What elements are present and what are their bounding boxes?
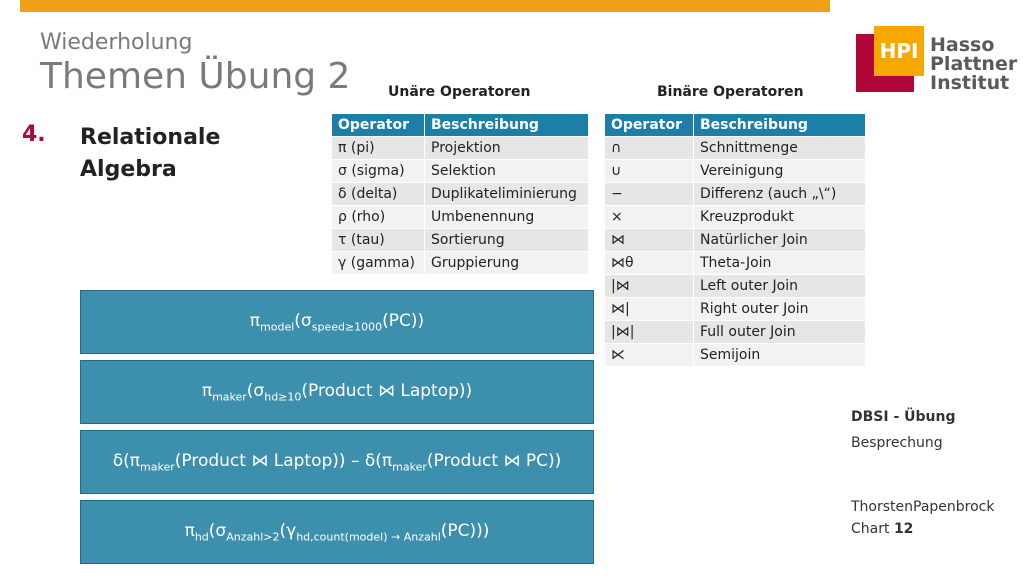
column-header-operator: Operator [604,113,694,137]
section-number: 4. [22,122,46,147]
unary-operators-table: Operator Beschreibung π (pi) Projektion σ… [331,113,589,275]
table-row: |⋈| Full outer Join [604,320,866,344]
table-row: ⋉ Semijoin [604,343,866,367]
table-row: ⋈ Natürlicher Join [604,228,866,252]
formula-box-1: πmodel(σspeed≥1000(PC)) [80,290,594,354]
author-label: ThorstenPapenbrock [851,499,995,515]
formula-box-2: πmaker(σhd≥10(Product ⋈ Laptop)) [80,360,594,424]
logo-hpi-text: HPI [879,39,919,63]
table-row: δ (delta) Duplikateliminierung [331,182,589,206]
course-label: DBSI - Übung [851,409,956,425]
formula-text: πmaker(σhd≥10(Product ⋈ Laptop)) [201,380,473,404]
binary-operators-table: Operator Beschreibung ∩ Schnittmenge ∪ Ver… [604,113,866,367]
table-row: π (pi) Projektion [331,136,589,160]
table-row: ρ (rho) Umbenennung [331,205,589,229]
logo-orange-square [874,26,924,76]
slide-subtitle: Wiederholung [40,30,193,55]
formula-text: πmodel(σspeed≥1000(PC)) [249,310,425,334]
hpi-logo: HPI Hasso Plattner Institut [856,26,1018,102]
table-row: × Kreuzprodukt [604,205,866,229]
formula-text: δ(πmaker(Product ⋈ Laptop)) – δ(πmaker(P… [112,450,562,474]
top-accent-bar [20,0,830,12]
table-row: |⋈ Left outer Join [604,274,866,298]
column-header-description: Beschreibung [693,113,866,137]
section-title: Relationale Algebra [80,125,221,182]
unary-table-heading: Unäre Operatoren [388,84,531,100]
slide-title: Themen Übung 2 [40,56,351,97]
formula-box-4: πhd(σAnzahl>2(γhd,count(model) → Anzahl(… [80,500,594,564]
table-row: τ (tau) Sortierung [331,228,589,252]
formula-text: πhd(σAnzahl>2(γhd,count(model) → Anzahl(… [184,520,490,544]
table-row: ∩ Schnittmenge [604,136,866,160]
table-row: ⋈| Right outer Join [604,297,866,321]
slide-type-label: Besprechung [851,435,943,451]
table-row: ⋈θ Theta-Join [604,251,866,275]
table-row: ∪ Vereinigung [604,159,866,183]
table-row: γ (gamma) Gruppierung [331,251,589,275]
column-header-description: Beschreibung [424,113,589,137]
table-row: σ (sigma) Selektion [331,159,589,183]
chart-number-label: Chart 12 [851,521,914,537]
formula-box-3: δ(πmaker(Product ⋈ Laptop)) – δ(πmaker(P… [80,430,594,494]
binary-table-heading: Binäre Operatoren [657,84,804,100]
table-row: − Differenz (auch „\“) [604,182,866,206]
column-header-operator: Operator [331,113,425,137]
logo-institute-name: Hasso Plattner Institut [930,34,1018,94]
